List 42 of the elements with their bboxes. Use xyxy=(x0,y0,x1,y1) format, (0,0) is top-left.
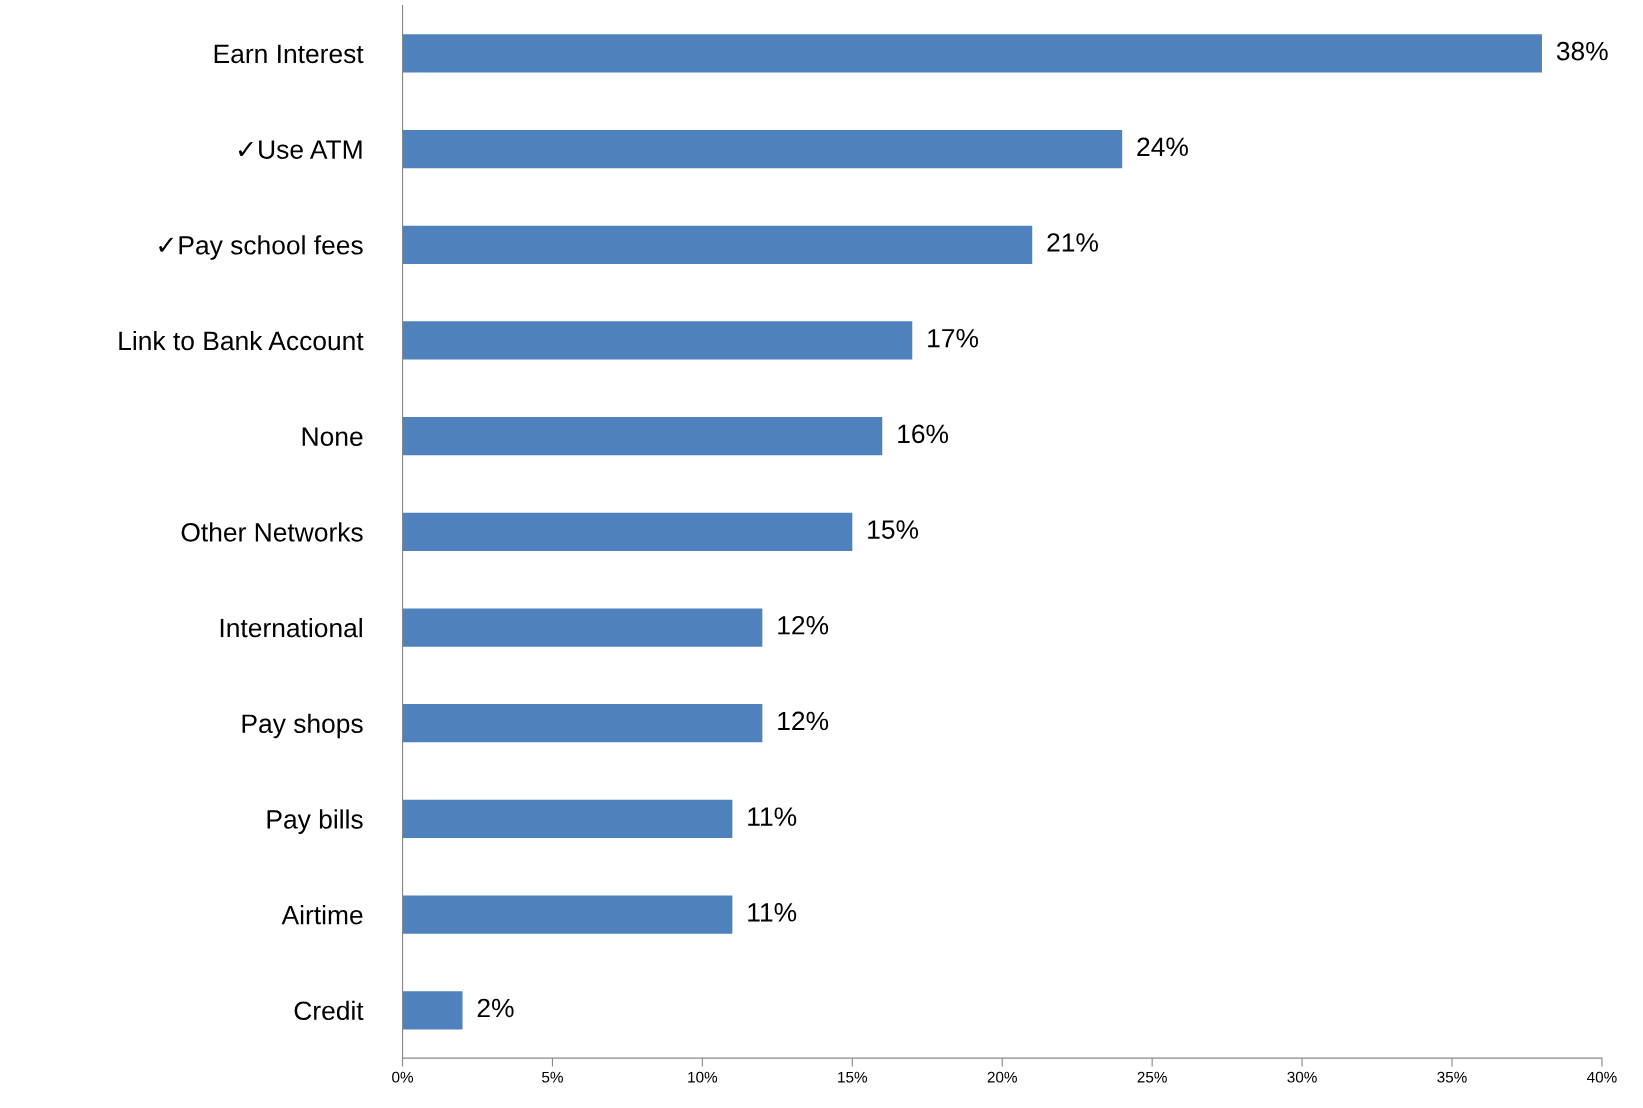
x-tick-label: 0% xyxy=(392,1071,414,1083)
data-label: 15% xyxy=(868,520,919,539)
y-tick-label: Link to Bank Account xyxy=(119,330,364,351)
y-tick-label: Credit xyxy=(294,1000,364,1021)
bar xyxy=(402,512,853,551)
bar xyxy=(402,417,883,456)
y-tick-label: Pay bills xyxy=(267,809,363,834)
data-label: 12% xyxy=(778,615,829,635)
bar xyxy=(402,129,1123,169)
x-tick-label: 10% xyxy=(688,1071,718,1083)
bar xyxy=(402,34,1542,73)
bar xyxy=(402,608,763,647)
data-label: 21% xyxy=(1047,233,1098,252)
y-tick-label: ✓Use ATM xyxy=(238,140,362,159)
y-tick-label: None xyxy=(302,427,363,446)
x-tick-label: 40% xyxy=(1586,1071,1617,1083)
y-tick-label: Earn Interest xyxy=(214,44,364,64)
data-label: 16% xyxy=(898,424,949,444)
data-label: 17% xyxy=(928,328,979,348)
x-tick-label: 25% xyxy=(1137,1071,1167,1083)
y-tick-label: Other Networks xyxy=(181,522,363,542)
y-tick-label: International xyxy=(220,617,362,638)
bar xyxy=(402,704,763,743)
y-tick-label: Pay shops xyxy=(242,713,363,739)
x-tick-label: 15% xyxy=(838,1071,868,1083)
y-tick-label: ✓Pay school fees xyxy=(159,235,363,260)
bar xyxy=(402,991,463,1030)
bar xyxy=(402,895,733,934)
bar xyxy=(402,225,1033,264)
data-label: 24% xyxy=(1137,137,1188,157)
data-label: 12% xyxy=(778,711,829,731)
x-tick-label: 35% xyxy=(1437,1071,1467,1083)
data-label: 11% xyxy=(748,807,797,826)
y-tick-label: Airtime xyxy=(281,905,363,925)
data-label: 38% xyxy=(1556,41,1608,61)
bar xyxy=(402,321,913,360)
x-tick-label: 30% xyxy=(1287,1071,1317,1083)
x-tick-label: 20% xyxy=(987,1071,1017,1083)
x-tick-label: 5% xyxy=(542,1071,563,1083)
data-label: 2% xyxy=(477,998,514,1018)
bar xyxy=(402,799,733,839)
data-label: 11% xyxy=(748,903,797,922)
